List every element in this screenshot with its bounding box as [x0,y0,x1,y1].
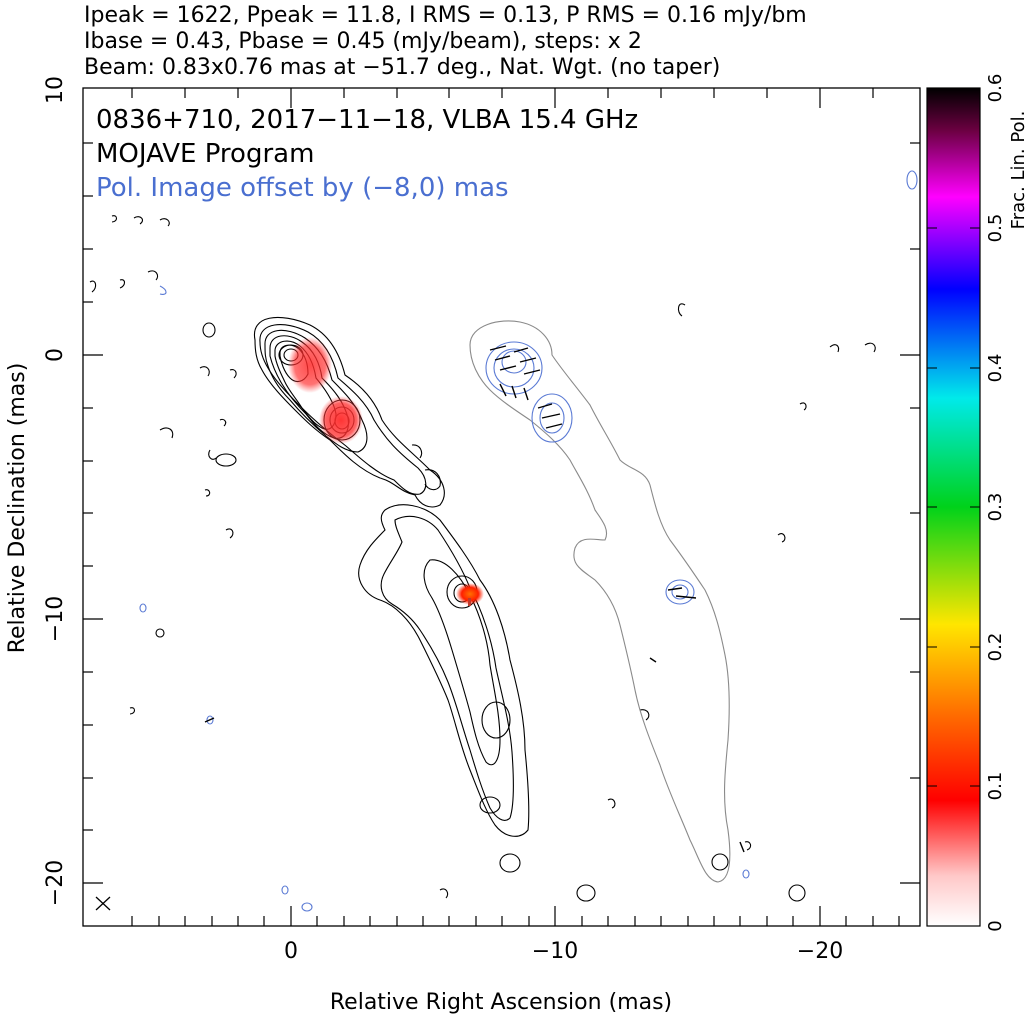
x-tick-label: −20 [797,939,843,964]
colorbar-label: Frac. Lin. Pol. [1008,111,1027,230]
offset-intensity-contour [469,320,731,883]
y-tick-marks [83,142,920,884]
colorbar-tick: 0.2 [985,633,1006,662]
frac-pol-regions [288,337,484,606]
colorbar-ticks [927,227,980,787]
program-line: MOJAVE Program [96,139,314,169]
x-tick-label: 0 [284,939,298,964]
offset-line: Pol. Image offset by (−8,0) mas [96,173,509,203]
x-tick-label: −10 [532,939,578,964]
x-tick-labels: 0 −10 −20 [284,939,843,964]
y-tick-labels: 10 0 −10 −20 [43,76,68,906]
colorbar-tick: 0.4 [985,354,1006,383]
colorbar-tick: 0.3 [985,493,1006,522]
x-tick-marks [131,88,900,926]
evpa-vectors [204,345,745,853]
colorbar-tick: 0.5 [985,214,1006,243]
source-line: 0836+710, 2017−11−18, VLBA 15.4 GHz [96,105,638,135]
y-tick-label: 0 [43,348,68,362]
header-line-2: Ibase = 0.43, Pbase = 0.45 (mJy/beam), s… [84,29,642,54]
header-line-1: Ipeak = 1622, Ppeak = 11.8, I RMS = 0.13… [84,3,807,28]
colorbar-tick: 0 [985,920,1006,931]
colorbar-tick: 0.6 [985,74,1006,103]
y-tick-label: −10 [43,596,68,642]
colorbar-tick: 0.1 [985,772,1006,801]
colorbar: 0 0.1 0.2 0.3 0.4 0.5 0.6 Frac. Lin. Pol… [926,74,1027,932]
y-tick-label: −20 [43,860,68,906]
y-axis-label: Relative Declination (mas) [5,363,30,654]
x-axis-label: Relative Right Ascension (mas) [330,990,672,1015]
header-line-3: Beam: 0.83x0.76 mas at −51.7 deg., Nat. … [84,55,720,80]
plot-area: 0836+710, 2017−11−18, VLBA 15.4 GHz MOJA… [82,87,921,927]
beam-cross-icon [95,896,111,911]
y-tick-label: 10 [43,76,68,104]
pol-contours [139,170,918,912]
